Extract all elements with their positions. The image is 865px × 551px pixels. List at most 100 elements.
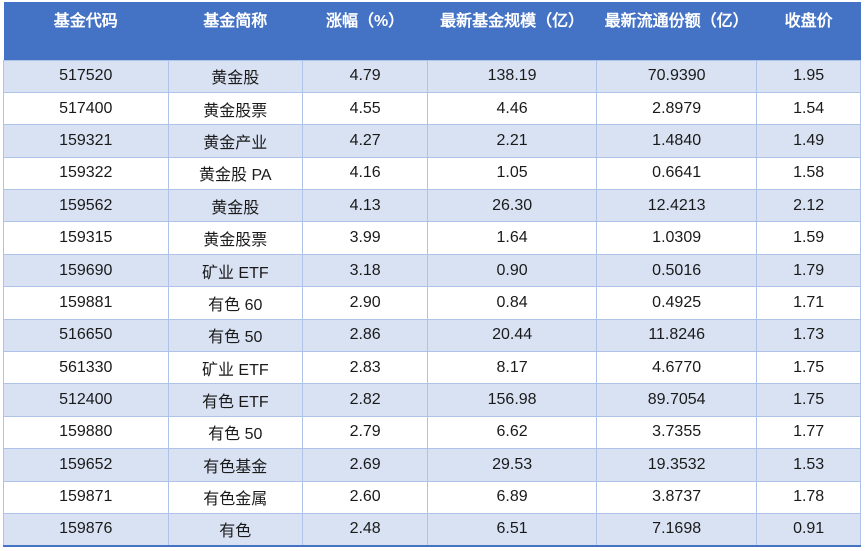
cell-circulating-shares: 4.6770 <box>596 351 758 385</box>
table-row: 159652 有色基金 2.69 29.53 19.3532 1.53 <box>3 448 861 482</box>
cell-fund-size: 26.30 <box>427 189 598 223</box>
cell-circulating-shares: 12.4213 <box>596 189 758 223</box>
table-row: 159690 矿业 ETF 3.18 0.90 0.5016 1.79 <box>3 253 861 288</box>
cell-fund-size: 1.64 <box>427 221 598 255</box>
cell-fund-name: 黄金股 <box>167 59 304 93</box>
cell-fund-name: 有色 50 <box>167 318 304 353</box>
table-row: 516650 有色 50 2.86 20.44 11.8246 1.73 <box>3 318 861 353</box>
cell-close-price: 1.73 <box>756 318 861 353</box>
cell-fund-size: 4.46 <box>427 91 598 126</box>
cell-close-price: 1.53 <box>756 448 861 482</box>
cell-change-pct: 2.69 <box>302 448 429 482</box>
cell-fund-name: 有色基金 <box>167 448 304 482</box>
cell-change-pct: 2.60 <box>302 480 429 514</box>
cell-fund-size: 6.62 <box>427 415 598 450</box>
cell-close-price: 1.78 <box>756 480 861 514</box>
cell-fund-name: 黄金股 <box>167 189 304 223</box>
cell-fund-name: 有色 50 <box>167 415 304 450</box>
cell-change-pct: 2.86 <box>302 318 429 353</box>
cell-circulating-shares: 70.9390 <box>596 59 758 93</box>
cell-close-price: 1.71 <box>756 286 861 320</box>
cell-close-price: 1.95 <box>756 59 861 93</box>
cell-circulating-shares: 0.6641 <box>596 156 758 191</box>
cell-change-pct: 2.83 <box>302 351 429 385</box>
cell-fund-name: 有色 <box>167 512 304 547</box>
cell-fund-name: 有色 60 <box>167 286 304 320</box>
cell-close-price: 2.12 <box>756 189 861 223</box>
cell-change-pct: 2.48 <box>302 512 429 547</box>
table-body: 517520 黄金股 4.79 138.19 70.9390 1.95 517400 黄金股票… <box>3 59 861 547</box>
cell-fund-name: 矿业 ETF <box>167 253 304 288</box>
cell-change-pct: 2.82 <box>302 383 429 417</box>
cell-fund-name: 有色金属 <box>167 480 304 514</box>
cell-circulating-shares: 3.8737 <box>596 480 758 514</box>
table-row: 159876 有色 2.48 6.51 7.1698 0.91 <box>3 512 861 547</box>
table-row: 159562 黄金股 4.13 26.30 12.4213 2.12 <box>3 189 861 223</box>
table-row: 517520 黄金股 4.79 138.19 70.9390 1.95 <box>3 59 861 93</box>
cell-fund-name: 黄金股票 <box>167 221 304 255</box>
cell-circulating-shares: 1.0309 <box>596 221 758 255</box>
cell-circulating-shares: 0.5016 <box>596 253 758 288</box>
cell-circulating-shares: 0.4925 <box>596 286 758 320</box>
col-header-fund-code: 基金代码 <box>3 2 169 60</box>
col-header-close-price: 收盘价 <box>756 2 861 60</box>
cell-fund-code: 561330 <box>3 351 169 385</box>
cell-close-price: 1.77 <box>756 415 861 450</box>
cell-circulating-shares: 7.1698 <box>596 512 758 547</box>
table-row: 512400 有色 ETF 2.82 156.98 89.7054 1.75 <box>3 383 861 417</box>
cell-fund-code: 159880 <box>3 415 169 450</box>
header-row: 基金代码 基金简称 涨幅（%） 最新基金规模（亿） 最新流通份额（亿） 收盘价 <box>3 2 861 60</box>
cell-fund-code: 159652 <box>3 448 169 482</box>
cell-fund-code: 159322 <box>3 156 169 191</box>
cell-circulating-shares: 19.3532 <box>596 448 758 482</box>
cell-fund-size: 6.89 <box>427 480 598 514</box>
cell-close-price: 1.58 <box>756 156 861 191</box>
col-header-circulating-shares: 最新流通份额（亿） <box>596 2 757 60</box>
cell-fund-code: 159871 <box>3 480 169 514</box>
cell-close-price: 0.91 <box>756 512 861 547</box>
cell-fund-size: 29.53 <box>427 448 598 482</box>
cell-close-price: 1.59 <box>756 221 861 255</box>
table-row: 159321 黄金产业 4.27 2.21 1.4840 1.49 <box>3 124 861 158</box>
cell-change-pct: 4.55 <box>302 91 429 126</box>
cell-fund-size: 138.19 <box>427 59 598 93</box>
cell-circulating-shares: 3.7355 <box>596 415 758 450</box>
cell-fund-code: 517400 <box>3 91 169 126</box>
col-header-change-pct: 涨幅（%） <box>302 2 428 60</box>
cell-close-price: 1.75 <box>756 351 861 385</box>
cell-fund-size: 1.05 <box>427 156 598 191</box>
cell-fund-name: 黄金股票 <box>167 91 304 126</box>
cell-fund-name: 黄金股 PA <box>167 156 304 191</box>
cell-fund-code: 512400 <box>3 383 169 417</box>
cell-fund-size: 0.84 <box>427 286 598 320</box>
cell-fund-name: 黄金产业 <box>167 124 304 158</box>
cell-fund-size: 6.51 <box>427 512 598 547</box>
cell-change-pct: 4.16 <box>302 156 429 191</box>
table-row: 159881 有色 60 2.90 0.84 0.4925 1.71 <box>3 286 861 320</box>
cell-change-pct: 3.18 <box>302 253 429 288</box>
cell-change-pct: 4.79 <box>302 59 429 93</box>
cell-fund-size: 0.90 <box>427 253 598 288</box>
table-row: 159315 黄金股票 3.99 1.64 1.0309 1.59 <box>3 221 861 255</box>
cell-close-price: 1.79 <box>756 253 861 288</box>
cell-change-pct: 4.13 <box>302 189 429 223</box>
cell-circulating-shares: 1.4840 <box>596 124 758 158</box>
cell-change-pct: 2.79 <box>302 415 429 450</box>
cell-fund-code: 159881 <box>3 286 169 320</box>
cell-close-price: 1.54 <box>756 91 861 126</box>
cell-fund-name: 矿业 ETF <box>167 351 304 385</box>
cell-change-pct: 3.99 <box>302 221 429 255</box>
table-row: 159880 有色 50 2.79 6.62 3.7355 1.77 <box>3 415 861 450</box>
cell-circulating-shares: 2.8979 <box>596 91 758 126</box>
cell-fund-code: 516650 <box>3 318 169 353</box>
cell-fund-code: 159321 <box>3 124 169 158</box>
cell-fund-code: 159876 <box>3 512 169 547</box>
fund-table: 基金代码 基金简称 涨幅（%） 最新基金规模（亿） 最新流通份额（亿） 收盘价 … <box>3 2 861 547</box>
col-header-fund-size: 最新基金规模（亿） <box>427 2 597 60</box>
table-row: 561330 矿业 ETF 2.83 8.17 4.6770 1.75 <box>3 351 861 385</box>
table-row: 159871 有色金属 2.60 6.89 3.8737 1.78 <box>3 480 861 514</box>
cell-close-price: 1.49 <box>756 124 861 158</box>
cell-fund-size: 156.98 <box>427 383 598 417</box>
cell-fund-code: 159690 <box>3 253 169 288</box>
